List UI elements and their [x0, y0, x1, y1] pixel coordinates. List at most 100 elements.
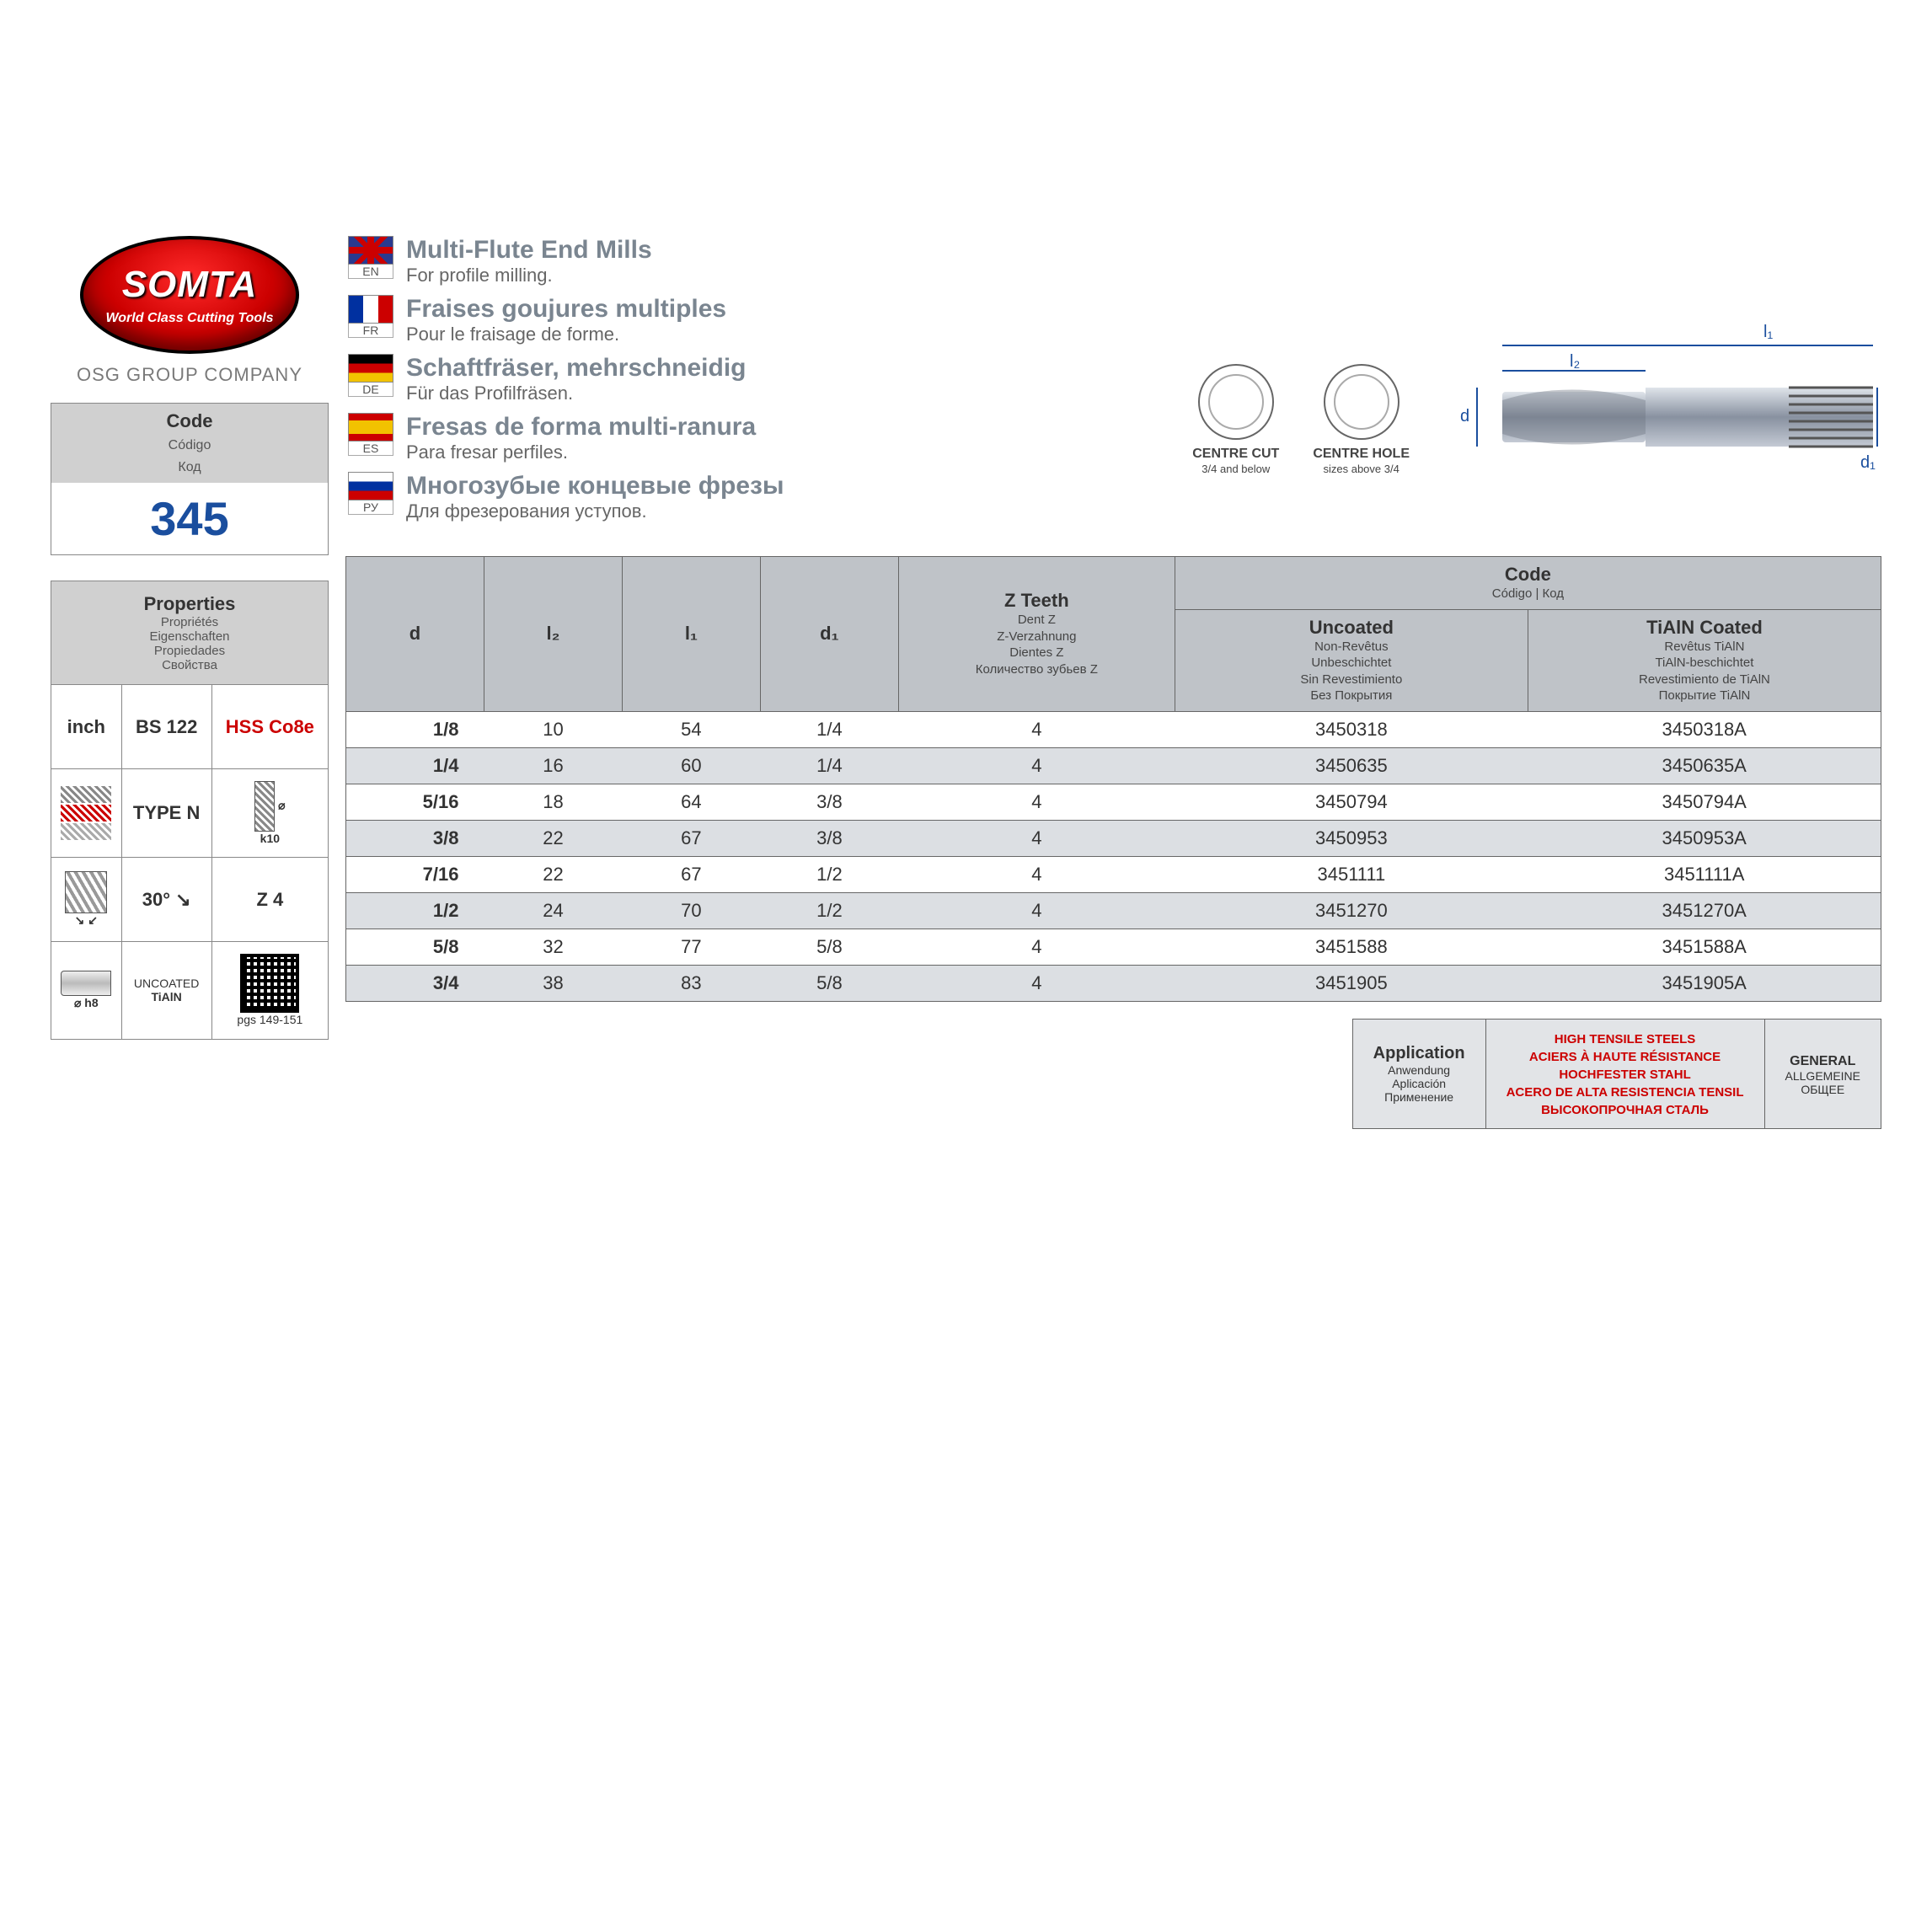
cell-d1: 3/8 [760, 820, 898, 856]
cell-l2: 10 [484, 711, 622, 747]
cell-coated: 3450318A [1528, 711, 1881, 747]
left-column: SOMTA World Class Cutting Tools OSG GROU… [51, 236, 329, 1129]
lang-title: Многозубые концевые фрезы [406, 472, 784, 500]
dim-d: d [1460, 407, 1469, 425]
props-sub3: Свойства [55, 658, 324, 672]
cell-z: 4 [898, 784, 1175, 820]
cell-coated: 3451588A [1528, 929, 1881, 965]
props-sub1: Eigenschaften [55, 629, 324, 644]
dim-l2: l₂ [1570, 352, 1580, 371]
cell-coated: 3451270A [1528, 892, 1881, 929]
diagrams-row: CENTRE CUT 3/4 and below CENTRE HOLE siz… [1192, 236, 1881, 477]
centre-hole-diagram: CENTRE HOLE sizes above 3/4 [1313, 364, 1410, 477]
flag-ru: РУ [345, 472, 396, 515]
cell-z: 4 [898, 747, 1175, 784]
lang-row-de: DE Schaftfräser, mehrschneidig Für das P… [345, 354, 784, 404]
props-sub2: Propiedades [55, 644, 324, 658]
dim-d1: d₁ [1860, 453, 1876, 472]
table-row: 7/16 22 67 1/2 4 3451111 3451111A [346, 856, 1881, 892]
prop-coating: UNCOATEDTiAlN [121, 942, 211, 1040]
flag-icon [348, 354, 393, 383]
code-sub2: Код [178, 460, 201, 474]
catalog-page: SOMTA World Class Cutting Tools OSG GROU… [51, 236, 1881, 1129]
cell-l2: 24 [484, 892, 622, 929]
flag-icon [348, 236, 393, 265]
lang-title: Fresas de forma multi-ranura [406, 413, 756, 442]
cell-l2: 22 [484, 820, 622, 856]
lang-sub: Para fresar perfiles. [406, 442, 756, 463]
app-label: Application [1373, 1044, 1465, 1062]
cell-coated: 3451905A [1528, 965, 1881, 1001]
cell-uncoated: 3450794 [1175, 784, 1528, 820]
prop-tolerance: ⌀k10 [211, 769, 328, 858]
cell-d: 3/4 [346, 965, 484, 1001]
lang-sub: Для фрезерования уступов. [406, 500, 784, 522]
dim-l1: l₁ [1763, 323, 1773, 341]
cell-d1: 1/2 [760, 892, 898, 929]
code-value: 345 [51, 483, 328, 554]
cell-d1: 5/8 [760, 929, 898, 965]
lang-row-en: EN Multi-Flute End Mills For profile mil… [345, 236, 784, 286]
lang-row-fr: FR Fraises goujures multiples Pour le fr… [345, 295, 784, 345]
lang-sub: Für das Profilfräsen. [406, 383, 746, 404]
cell-d1: 3/8 [760, 784, 898, 820]
prop-qr: pgs 149-151 [211, 942, 328, 1040]
cell-l1: 64 [622, 784, 760, 820]
table-row: 1/2 24 70 1/2 4 3451270 3451270A [346, 892, 1881, 929]
cell-uncoated: 3451588 [1175, 929, 1528, 965]
cell-d: 7/16 [346, 856, 484, 892]
centre-cut-diagram: CENTRE CUT 3/4 and below [1192, 364, 1279, 477]
flag-de: DE [345, 354, 396, 397]
prop-direction-icon: ↘ ↙ [51, 858, 122, 942]
cell-uncoated: 3450318 [1175, 711, 1528, 747]
cell-l2: 18 [484, 784, 622, 820]
lang-title: Multi-Flute End Mills [406, 236, 652, 265]
cell-z: 4 [898, 892, 1175, 929]
cell-coated: 3451111A [1528, 856, 1881, 892]
flag-icon [348, 295, 393, 324]
cell-z: 4 [898, 856, 1175, 892]
cell-l2: 32 [484, 929, 622, 965]
table-row: 5/8 32 77 5/8 4 3451588 3451588A [346, 929, 1881, 965]
cell-coated: 3450794A [1528, 784, 1881, 820]
lang-row-ru: РУ Многозубые концевые фрезы Для фрезеро… [345, 472, 784, 522]
right-column: EN Multi-Flute End Mills For profile mil… [345, 236, 1881, 1129]
cell-z: 4 [898, 929, 1175, 965]
application-table: Application Anwendung Aplicación Примене… [1352, 1019, 1881, 1129]
app-general: GENERAL ALLGEMEINE ОБЩЕЕ [1764, 1019, 1881, 1128]
code-sub1: Código [169, 438, 211, 452]
cell-coated: 3450953A [1528, 820, 1881, 856]
logo-tagline: World Class Cutting Tools [105, 311, 273, 326]
prop-inch: inch [51, 685, 122, 769]
cell-z: 4 [898, 820, 1175, 856]
cell-d: 1/8 [346, 711, 484, 747]
cell-d: 5/8 [346, 929, 484, 965]
cell-z: 4 [898, 711, 1175, 747]
prop-shank: ⌀ h8 [51, 942, 122, 1040]
cell-l1: 70 [622, 892, 760, 929]
logo-block: SOMTA World Class Cutting Tools OSG GROU… [51, 236, 329, 386]
table-row: 1/4 16 60 1/4 4 3450635 3450635A [346, 747, 1881, 784]
app-material: HIGH TENSILE STEELS ACIERS À HAUTE RÉSIS… [1485, 1019, 1764, 1128]
cell-l2: 16 [484, 747, 622, 784]
cell-l1: 83 [622, 965, 760, 1001]
flag-es: ES [345, 413, 396, 456]
cell-uncoated: 3450953 [1175, 820, 1528, 856]
prop-hss: HSS Co8e [211, 685, 328, 769]
flag-icon [348, 472, 393, 500]
logo-name: SOMTA [122, 264, 258, 306]
properties-table: Properties Propriétés Eigenschaften Prop… [51, 581, 329, 1040]
language-titles: EN Multi-Flute End Mills For profile mil… [345, 236, 784, 531]
cell-uncoated: 3451270 [1175, 892, 1528, 929]
code-box: Code Código Код 345 [51, 403, 329, 555]
props-sub0: Propriétés [55, 615, 324, 629]
specifications-table: d l₂ l₁ d₁ Z Teeth Dent Z Z-Verzahnung D… [345, 556, 1881, 1002]
thread-icon [1789, 388, 1873, 447]
cell-d1: 1/2 [760, 856, 898, 892]
centre-cut-icon [1198, 364, 1274, 440]
cell-uncoated: 3450635 [1175, 747, 1528, 784]
cell-d: 5/16 [346, 784, 484, 820]
cell-d1: 1/4 [760, 711, 898, 747]
lang-sub: Pour le fraisage de forme. [406, 324, 726, 345]
code-label: Code [167, 410, 213, 431]
